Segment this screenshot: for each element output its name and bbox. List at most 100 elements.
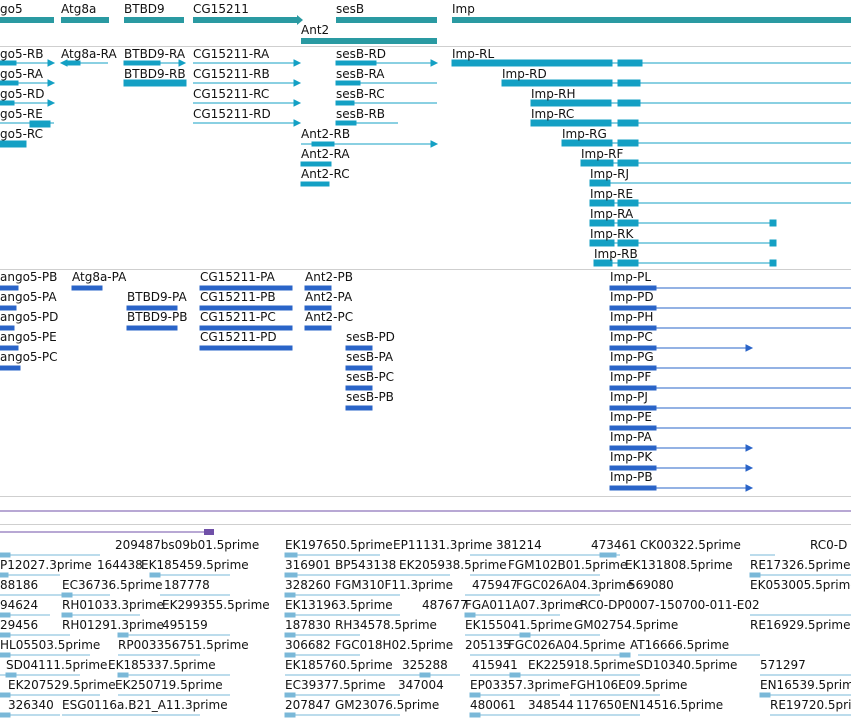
est-label[interactable]: ESG0116a.B21_A11.3prime bbox=[62, 698, 228, 712]
est-label[interactable]: EK197650.5prime bbox=[285, 538, 393, 552]
est-label[interactable]: HL05503.5prime bbox=[0, 638, 101, 652]
transcript-label[interactable]: go5-RD bbox=[0, 87, 45, 101]
est-label[interactable]: 88186 bbox=[0, 578, 39, 592]
est-label[interactable]: 328260 bbox=[285, 578, 331, 592]
est-label[interactable]: 473461 bbox=[591, 538, 637, 552]
transcript-label[interactable]: go5-RE bbox=[0, 107, 43, 121]
transcript-label[interactable]: CG15211-RD bbox=[193, 107, 271, 121]
gene-bar-go5[interactable] bbox=[0, 17, 54, 23]
protein-label[interactable]: ango5-PA bbox=[0, 290, 57, 304]
est-label[interactable]: EP11131.3prime bbox=[393, 538, 493, 552]
est-label[interactable]: FGC018H02.5prime bbox=[335, 638, 454, 652]
transcript-label[interactable]: Ant2-RA bbox=[301, 147, 350, 161]
protein-label[interactable]: Ant2-PB bbox=[305, 270, 353, 284]
est-label[interactable]: 487677 bbox=[422, 598, 468, 612]
transcript-label[interactable]: BTBD9-RA bbox=[124, 47, 186, 61]
est-label[interactable]: 495159 bbox=[162, 618, 208, 632]
gene-label-btbd9[interactable]: BTBD9 bbox=[124, 2, 165, 16]
gene-label-ant2[interactable]: Ant2 bbox=[301, 23, 330, 37]
protein-label[interactable]: CG15211-PC bbox=[200, 310, 276, 324]
protein-label[interactable]: Imp-PH bbox=[610, 310, 654, 324]
protein-label[interactable]: sesB-PB bbox=[346, 390, 394, 404]
transcript-label[interactable]: Imp-RC bbox=[531, 107, 575, 121]
est-label[interactable]: 205135 bbox=[465, 638, 511, 652]
est-label[interactable]: 316901 bbox=[285, 558, 331, 572]
protein-label[interactable]: Imp-PJ bbox=[610, 390, 648, 404]
protein-label[interactable]: CG15211-PD bbox=[200, 330, 277, 344]
est-label[interactable]: RE17326.5prime bbox=[750, 558, 851, 572]
protein-label[interactable]: Imp-PF bbox=[610, 370, 652, 384]
est-label[interactable]: FGH106E09.5prime bbox=[570, 678, 688, 692]
protein-label[interactable]: ango5-PE bbox=[0, 330, 57, 344]
est-label[interactable]: EK299355.5prime bbox=[162, 598, 270, 612]
est-label[interactable]: 94624 bbox=[0, 598, 39, 612]
est-label[interactable]: 325288 bbox=[402, 658, 448, 672]
est-label[interactable]: EC39377.5prime bbox=[285, 678, 386, 692]
est-label[interactable]: 569080 bbox=[628, 578, 674, 592]
est-label[interactable]: 207847 bbox=[285, 698, 331, 712]
transcript-label[interactable]: CG15211-RA bbox=[193, 47, 270, 61]
est-label[interactable]: EC36736.5prime bbox=[62, 578, 163, 592]
est-label[interactable]: EK185459.5prime bbox=[141, 558, 249, 572]
est-label[interactable]: 475947 bbox=[472, 578, 518, 592]
est-label[interactable]: RH01291.3prime bbox=[62, 618, 164, 632]
protein-label[interactable]: Atg8a-PA bbox=[72, 270, 127, 284]
est-label[interactable]: EP03357.3prime bbox=[470, 678, 570, 692]
est-label[interactable]: EK185760.5prime bbox=[285, 658, 393, 672]
gene-bar-cg15211[interactable] bbox=[193, 17, 297, 23]
protein-label[interactable]: ango5-PC bbox=[0, 350, 58, 364]
gene-bar-ant2[interactable] bbox=[301, 38, 437, 44]
est-label[interactable]: EK185337.5prime bbox=[108, 658, 216, 672]
gene-bar-btbd9[interactable] bbox=[124, 17, 184, 23]
est-label[interactable]: RH01033.3prime bbox=[62, 598, 164, 612]
est-label[interactable]: FGC026A04.3prime bbox=[516, 578, 634, 592]
protein-label[interactable]: sesB-PD bbox=[346, 330, 395, 344]
est-label[interactable]: RE16929.5prime bbox=[750, 618, 851, 632]
transcript-label[interactable]: CG15211-RB bbox=[193, 67, 270, 81]
est-label[interactable]: 29456 bbox=[0, 618, 39, 632]
transcript-label[interactable]: Imp-RL bbox=[452, 47, 495, 61]
transcript-label[interactable]: Imp-RJ bbox=[590, 167, 630, 181]
est-label[interactable]: SD04111.5prime bbox=[6, 658, 108, 672]
transcript-label[interactable]: go5-RA bbox=[0, 67, 43, 81]
protein-label[interactable]: Ant2-PC bbox=[305, 310, 354, 324]
est-label[interactable]: EN14516.5prime bbox=[622, 698, 724, 712]
protein-label[interactable]: ango5-PD bbox=[0, 310, 59, 324]
est-label[interactable]: EK207529.5prime bbox=[8, 678, 116, 692]
est-label[interactable]: RE19720.5prime bbox=[770, 698, 851, 712]
est-label[interactable]: 348544 bbox=[528, 698, 574, 712]
est-label[interactable]: AT16666.5prime bbox=[630, 638, 730, 652]
gene-bar-imp[interactable] bbox=[452, 17, 851, 23]
est-label[interactable]: 164438 bbox=[97, 558, 143, 572]
transcript-label[interactable]: Imp-RH bbox=[531, 87, 576, 101]
protein-label[interactable]: sesB-PC bbox=[346, 370, 395, 384]
est-label[interactable]: 306682 bbox=[285, 638, 331, 652]
gene-label-sesb[interactable]: sesB bbox=[336, 2, 365, 16]
protein-label[interactable]: Imp-PG bbox=[610, 350, 654, 364]
transcript-label[interactable]: Imp-RE bbox=[590, 187, 634, 201]
est-label[interactable]: RH34578.5prime bbox=[335, 618, 437, 632]
transcript-label[interactable]: Ant2-RB bbox=[301, 127, 351, 141]
est-label[interactable]: 326340 bbox=[8, 698, 54, 712]
protein-label[interactable]: Imp-PL bbox=[610, 270, 652, 284]
transcript-label[interactable]: CG15211-RC bbox=[193, 87, 270, 101]
transcript-label[interactable]: BTBD9-RB bbox=[124, 67, 186, 81]
transcript-label[interactable]: sesB-RA bbox=[336, 67, 385, 81]
est-label[interactable]: 187830 bbox=[285, 618, 331, 632]
est-label[interactable]: RP003356751.5prime bbox=[118, 638, 249, 652]
est-label[interactable]: SD10340.5prime bbox=[636, 658, 738, 672]
est-label[interactable]: RC0-D bbox=[810, 538, 848, 552]
protein-label[interactable]: CG15211-PB bbox=[200, 290, 276, 304]
transcript-label[interactable]: sesB-RB bbox=[336, 107, 386, 121]
est-label[interactable]: EK053005.5prime bbox=[750, 578, 851, 592]
est-label[interactable]: FGA011A07.3prime bbox=[465, 598, 583, 612]
transcript-label[interactable]: sesB-RC bbox=[336, 87, 385, 101]
protein-label[interactable]: CG15211-PA bbox=[200, 270, 275, 284]
protein-label[interactable]: Imp-PB bbox=[610, 470, 653, 484]
est-label[interactable]: GM02754.5prime bbox=[574, 618, 679, 632]
gene-label-atg8a[interactable]: Atg8a bbox=[61, 2, 97, 16]
gene-label-imp[interactable]: Imp bbox=[452, 2, 475, 16]
est-label[interactable]: 117650 bbox=[576, 698, 622, 712]
est-label[interactable]: 381214 bbox=[496, 538, 542, 552]
protein-label[interactable]: Imp-PC bbox=[610, 330, 653, 344]
